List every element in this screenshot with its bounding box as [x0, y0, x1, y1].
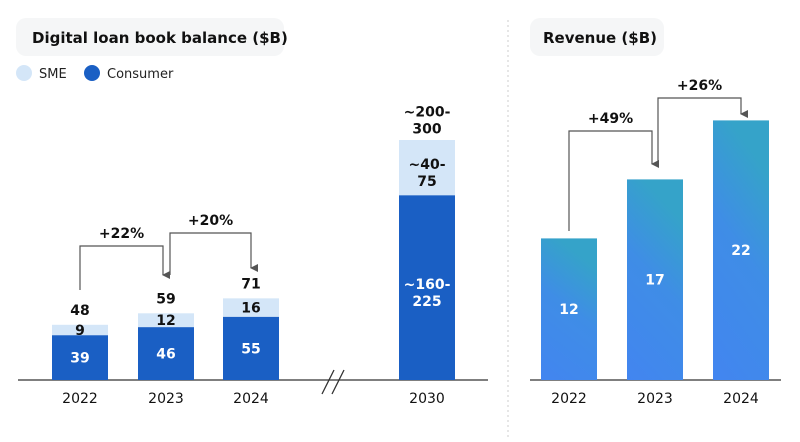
growth-revenue-2022-2023-label: +49% [588, 111, 633, 127]
bar-consumer-2022 [52, 335, 108, 380]
label-revenue-2023: 17 [645, 273, 664, 289]
legend-swatch-sme [16, 65, 32, 81]
bar-sme-2022 [52, 324, 108, 336]
label-consumer-2022: 39 [70, 351, 89, 367]
axis-break-icon [321, 369, 345, 395]
growth-2023-2024-label: +20% [188, 213, 233, 229]
right-chart-title: Revenue ($B) [543, 29, 657, 47]
label-sme-2024: 16 [241, 301, 260, 317]
tick-label-2023: 2023 [148, 391, 184, 407]
bar-sme-2030 [399, 140, 455, 196]
tick-label-revenue-2023: 2023 [637, 391, 673, 407]
label-consumer-2023: 46 [156, 347, 175, 363]
label-total-2023: 59 [156, 291, 175, 307]
label-revenue-2024: 22 [731, 243, 750, 259]
bar-revenue-2022 [541, 238, 597, 380]
bar-sme-2024 [223, 298, 279, 317]
left-chart-title: Digital loan book balance ($B) [32, 29, 288, 47]
tick-label-revenue-2022: 2022 [551, 391, 587, 407]
growth-2023-2024-arrow [169, 232, 258, 275]
growth-revenue-2023-2024-label: +26% [677, 78, 722, 94]
label-total-2030: ~200-300 [404, 105, 451, 138]
growth-2022-2023-label: +22% [99, 226, 144, 242]
growth-revenue-2022-2023-arrow [568, 130, 659, 231]
label-total-2022: 48 [70, 303, 89, 319]
tick-label-2022: 2022 [62, 391, 98, 407]
tick-label-revenue-2024: 2024 [723, 391, 759, 407]
label-sme-2030: ~40-75 [408, 157, 445, 190]
bar-consumer-2023 [138, 327, 194, 380]
legend-label-sme: SME [39, 67, 67, 82]
growth-revenue-2023-2024-arrow [657, 97, 748, 164]
left-title-pill [16, 18, 284, 56]
legend-swatch-consumer [84, 65, 100, 81]
label-sme-2022: 9 [75, 323, 85, 339]
tick-label-2030: 2030 [409, 391, 445, 407]
label-sme-2023: 12 [156, 313, 175, 329]
bar-revenue-2023 [627, 179, 683, 380]
bar-consumer-2030 [399, 195, 455, 380]
label-revenue-2022: 12 [559, 302, 578, 318]
growth-2022-2023-arrow [79, 245, 170, 290]
right-title-pill [530, 18, 664, 56]
bar-consumer-2024 [223, 316, 279, 380]
label-consumer-2030: ~160-225 [404, 277, 451, 310]
tick-label-2024: 2024 [233, 391, 269, 407]
label-consumer-2024: 55 [241, 341, 260, 357]
label-total-2024: 71 [241, 276, 260, 292]
bar-revenue-2024 [713, 120, 769, 381]
bar-sme-2023 [138, 313, 194, 328]
legend-label-consumer: Consumer [107, 67, 174, 82]
